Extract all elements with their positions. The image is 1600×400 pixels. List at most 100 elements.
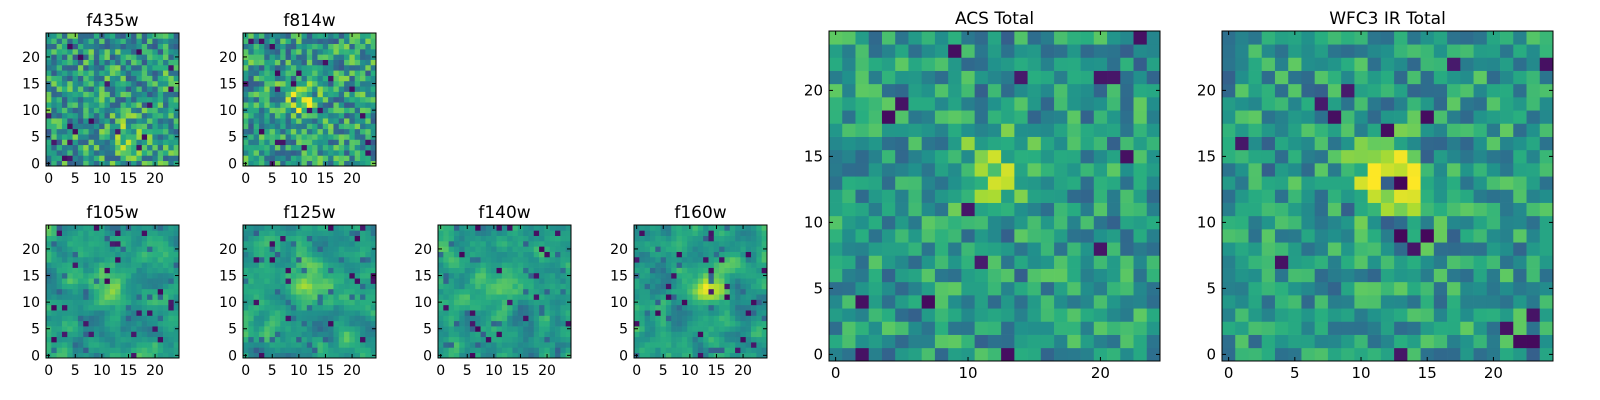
panel-5-cell [740, 262, 747, 268]
panel-1-cell [333, 70, 340, 76]
panel-7-cell [1420, 281, 1435, 296]
panel-1-cell [258, 59, 265, 66]
panel-7-cell [1235, 215, 1249, 230]
panel-3-cell [248, 278, 254, 284]
panel-1-cell [280, 33, 286, 39]
panel-3-cell [285, 246, 292, 252]
panel-2-cell [46, 283, 52, 290]
panel-6-cell [1080, 31, 1095, 45]
panel-6-cell [868, 189, 883, 203]
panel-4-cell [512, 225, 519, 231]
panel-0-cell [93, 134, 100, 140]
panel-0-cell [152, 144, 159, 151]
panel-7-cell [1341, 242, 1355, 256]
panel-5-cell [703, 347, 709, 354]
panel-4-cell [523, 304, 529, 311]
panel-3-cell [365, 251, 372, 258]
panel-5-cell [655, 310, 661, 316]
panel-4-cell [528, 251, 535, 258]
panel-1-cell [360, 33, 366, 39]
panel-6-cell [921, 242, 936, 256]
panel-5-cell [681, 315, 688, 322]
panel-0-cell [83, 64, 89, 71]
panel-7-cell [1341, 321, 1355, 335]
panel-2-cell [141, 267, 148, 274]
panel-1-cell [344, 80, 350, 87]
panel-4-cell [539, 299, 545, 306]
panel-2-cell [61, 352, 68, 359]
panel-0-cell [104, 59, 111, 66]
panel-0-cell [83, 150, 89, 156]
panel-1-cell [290, 118, 297, 124]
panel-6-cell [1080, 215, 1095, 230]
panel-3-cell [264, 320, 270, 327]
panel-5-cell [713, 315, 720, 322]
panel-6-cell [961, 295, 975, 309]
panel-6-cell [881, 136, 896, 151]
panel-1-cell [349, 48, 356, 55]
panel-2-cell [147, 230, 153, 236]
panel-6-cell [961, 334, 975, 349]
panel-4-cell [517, 262, 524, 268]
panel-4-cell [549, 256, 556, 263]
panel-5-cell [708, 320, 715, 327]
panel-6-cell [1080, 163, 1095, 177]
panel-1-cell [253, 123, 260, 130]
panel-1-cell [365, 96, 372, 103]
panel-0-cell [56, 96, 63, 103]
panel-1-cell [322, 54, 329, 60]
panel-6-cell [1040, 308, 1055, 322]
panel-4-cell [464, 246, 471, 252]
panel-4-cell [549, 251, 556, 258]
panel-5-cell [660, 331, 667, 338]
panel-6-cell [1067, 255, 1081, 269]
panel-4-cell [528, 342, 535, 348]
panel-0-cell [157, 48, 164, 55]
panel-5-cell [671, 320, 677, 327]
panel-4-cell [480, 267, 487, 274]
panel-6-cell [1027, 215, 1042, 230]
panel-7-cell [1341, 295, 1355, 309]
panel-1-cell [253, 160, 260, 167]
panel-7-cell [1539, 308, 1554, 322]
panel-4-cell [560, 230, 567, 236]
panel-4-cell [523, 283, 529, 290]
panel-5-cell [639, 342, 645, 348]
panel-5-cell [665, 331, 672, 338]
panel-5-cell [676, 267, 683, 274]
panel-3-cell [338, 299, 345, 306]
panel-4-cell [523, 347, 529, 354]
panel-1-cell [301, 144, 308, 151]
panel-6-cell [1146, 229, 1161, 243]
panel-5-cell [713, 230, 720, 236]
panel-2-cell [131, 310, 137, 316]
panel-0-cell [104, 91, 111, 98]
panel-7-cell [1261, 334, 1276, 349]
panel-2-cell [99, 240, 105, 247]
panel-2-cell [77, 352, 84, 359]
panel-1-cell [264, 112, 270, 119]
panel-0-cell [51, 128, 57, 135]
panel-2-cell [109, 256, 116, 263]
panel-4-cell [475, 278, 481, 284]
panel-6-cell [961, 57, 975, 71]
panel-4-cell [469, 240, 476, 247]
panel-5-cell [649, 294, 656, 300]
panel-3-cell [344, 352, 350, 359]
panel-6-xtick-label: 20 [1091, 364, 1110, 382]
panel-7-cell [1500, 255, 1514, 269]
panel-5-cell [676, 326, 683, 332]
panel-6-cell [1107, 202, 1121, 217]
panel-5-cell [761, 347, 768, 354]
panel-5-cell [735, 278, 741, 284]
panel-7-cell [1539, 255, 1554, 269]
panel-1-cell [370, 112, 377, 119]
panel-4-cell [512, 246, 519, 252]
panel-6-cell [1001, 176, 1015, 190]
panel-2-cell [46, 230, 52, 236]
panel-5-cell [703, 294, 709, 300]
panel-3-cell [280, 235, 286, 242]
panel-0-cell [56, 54, 63, 60]
panel-2-cell [99, 315, 105, 322]
panel-2-cell [136, 235, 143, 242]
